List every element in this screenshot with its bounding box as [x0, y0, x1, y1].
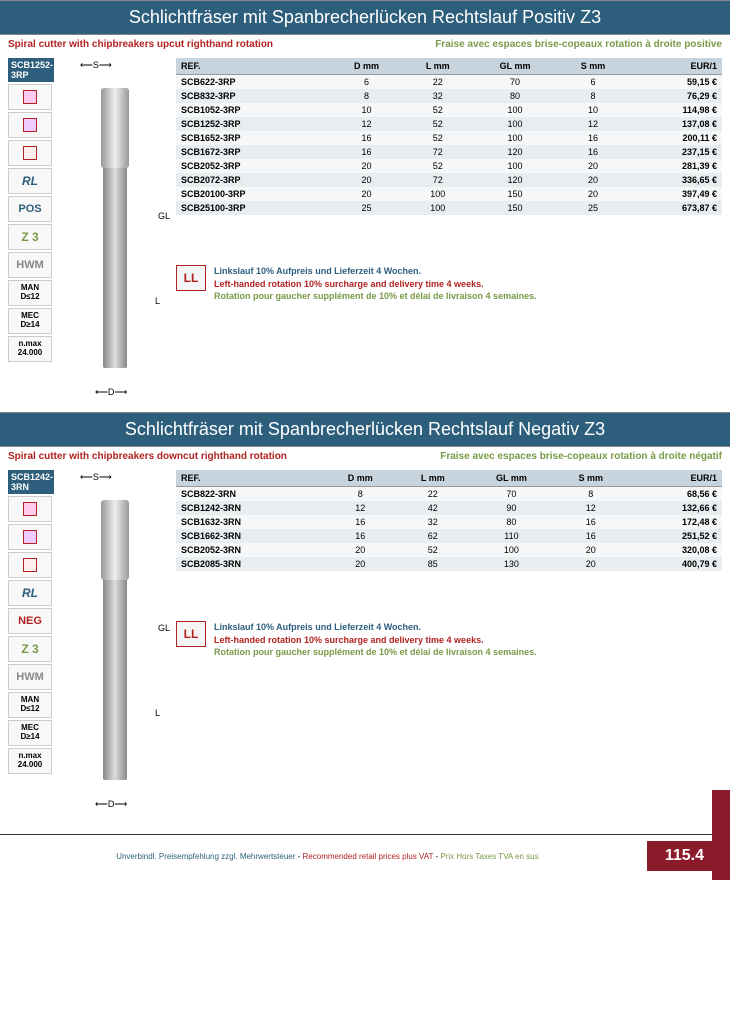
note-box: LL Linkslauf 10% Aufpreis und Lieferzeit…	[176, 265, 722, 303]
side-tab	[712, 790, 730, 880]
note-en: Left-handed rotation 10% surcharge and d…	[214, 634, 537, 647]
table-header: GL mm	[473, 58, 558, 75]
z3-badge: Z 3	[8, 636, 52, 662]
icon-column: SCB1242-3RN RL NEG Z 3 HWM MAN D≤12 MEC …	[8, 470, 54, 810]
table-row: SCB2072-3RP207212020336,65 €	[176, 173, 722, 187]
main-content: REF.D mmL mmGL mmS mmEUR/1 SCB822-3RN822…	[176, 470, 722, 810]
note-fr: Rotation pour gaucher supplément de 10% …	[214, 290, 537, 303]
mec-badge: MEC D≥14	[8, 308, 52, 334]
dim-d-label: ⟵D⟶	[95, 387, 127, 398]
subtitle-fr: Fraise avec espaces brise-copeaux rotati…	[440, 451, 722, 462]
price-table-2: REF.D mmL mmGL mmS mmEUR/1 SCB822-3RN822…	[176, 470, 722, 571]
ll-badge: LL	[176, 621, 206, 647]
table-row: SCB1242-3RN12429012132,66 €	[176, 501, 722, 515]
page-number: 115.4	[647, 841, 722, 871]
material-icon-3	[8, 552, 52, 578]
table-row: SCB832-3RP83280876,29 €	[176, 89, 722, 103]
page-footer: Unverbindl. Preisempfehlung zzgl. Mehrwe…	[0, 834, 730, 877]
nmax-badge: n.max 24.000	[8, 336, 52, 362]
table-header: EUR/1	[627, 470, 722, 487]
footer-de: Unverbindl. Preisempfehlung zzgl. Mehrwe…	[116, 852, 295, 861]
footer-fr: Prix Hors Taxes TVA en sus	[440, 852, 538, 861]
table-row: SCB1632-3RN16328016172,48 €	[176, 515, 722, 529]
table-header: REF.	[176, 58, 330, 75]
table-header: S mm	[554, 470, 627, 487]
note-fr: Rotation pour gaucher supplément de 10% …	[214, 646, 537, 659]
icon-column: SCB1252-3RP RL POS Z 3 HWM MAN D≤12 MEC …	[8, 58, 54, 398]
table-row: SCB622-3RP62270659,15 €	[176, 75, 722, 90]
subheading: Spiral cutter with chipbreakers upcut ri…	[0, 35, 730, 54]
product-code: SCB1252-3RP	[8, 58, 54, 82]
note-box: LL Linkslauf 10% Aufpreis und Lieferzeit…	[176, 621, 722, 659]
rotation-badge: RL	[8, 168, 52, 194]
cutter-icon	[103, 500, 127, 780]
table-header: REF.	[176, 470, 323, 487]
dim-gl-label: GL	[158, 623, 170, 633]
material-icon-2	[8, 524, 52, 550]
main-content: REF.D mmL mmGL mmS mmEUR/1 SCB622-3RP622…	[176, 58, 722, 398]
material-icon-2	[8, 112, 52, 138]
note-en: Left-handed rotation 10% surcharge and d…	[214, 278, 537, 291]
dim-d-label: ⟵D⟶	[95, 799, 127, 810]
dim-s-label: ⟵S⟶	[80, 60, 112, 71]
table-row: SCB1052-3RP105210010114,98 €	[176, 103, 722, 117]
table-row: SCB1652-3RP165210016200,11 €	[176, 131, 722, 145]
table-row: SCB20100-3RP2010015020397,49 €	[176, 187, 722, 201]
table-header: L mm	[397, 470, 468, 487]
man-badge: MAN D≤12	[8, 280, 52, 306]
material-icon-3	[8, 140, 52, 166]
dim-s-label: ⟵S⟶	[80, 472, 112, 483]
table-row: SCB822-3RN82270868,56 €	[176, 487, 722, 502]
subheading: Spiral cutter with chipbreakers downcut …	[0, 447, 730, 466]
table-row: SCB1662-3RN166211016251,52 €	[176, 529, 722, 543]
price-table-1: REF.D mmL mmGL mmS mmEUR/1 SCB622-3RP622…	[176, 58, 722, 215]
table-header: S mm	[557, 58, 628, 75]
dim-l-label: L	[155, 296, 160, 306]
dim-gl-label: GL	[158, 211, 170, 221]
cutter-diagram: ⟵S⟶ GL L ⟵D⟶	[60, 58, 170, 398]
table-header: D mm	[323, 470, 397, 487]
cutter-icon	[103, 88, 127, 368]
section-title: Schlichtfräser mit Spanbrecherlücken Rec…	[0, 0, 730, 35]
mec-badge: MEC D≥14	[8, 720, 52, 746]
note-de: Linkslauf 10% Aufpreis und Lieferzeit 4 …	[214, 265, 537, 278]
table-row: SCB2085-3RN208513020400,79 €	[176, 557, 722, 571]
note-de: Linkslauf 10% Aufpreis und Lieferzeit 4 …	[214, 621, 537, 634]
hwm-badge: HWM	[8, 664, 52, 690]
pos-badge: POS	[8, 196, 52, 222]
material-icon-1	[8, 496, 52, 522]
table-header: L mm	[403, 58, 473, 75]
dim-l-label: L	[155, 708, 160, 718]
table-row: SCB1252-3RP125210012137,08 €	[176, 117, 722, 131]
material-icon-1	[8, 84, 52, 110]
table-header: D mm	[330, 58, 402, 75]
table-header: EUR/1	[629, 58, 722, 75]
hwm-badge: HWM	[8, 252, 52, 278]
footer-en: Recommended retail prices plus VAT	[303, 852, 434, 861]
section-positiv: Schlichtfräser mit Spanbrecherlücken Rec…	[0, 0, 730, 402]
nmax-badge: n.max 24.000	[8, 748, 52, 774]
man-badge: MAN D≤12	[8, 692, 52, 718]
cutter-diagram: ⟵S⟶ GL L ⟵D⟶	[60, 470, 170, 810]
rotation-badge: RL	[8, 580, 52, 606]
table-header: GL mm	[468, 470, 554, 487]
table-row: SCB2052-3RN205210020320,08 €	[176, 543, 722, 557]
table-row: SCB2052-3RP205210020281,39 €	[176, 159, 722, 173]
z3-badge: Z 3	[8, 224, 52, 250]
neg-badge: NEG	[8, 608, 52, 634]
ll-badge: LL	[176, 265, 206, 291]
table-row: SCB25100-3RP2510015025673,87 €	[176, 201, 722, 215]
subtitle-en: Spiral cutter with chipbreakers downcut …	[8, 451, 287, 462]
section-title: Schlichtfräser mit Spanbrecherlücken Rec…	[0, 412, 730, 447]
section-negativ: Schlichtfräser mit Spanbrecherlücken Rec…	[0, 412, 730, 814]
product-code: SCB1242-3RN	[8, 470, 54, 494]
subtitle-en: Spiral cutter with chipbreakers upcut ri…	[8, 39, 273, 50]
subtitle-fr: Fraise avec espaces brise-copeaux rotati…	[435, 39, 722, 50]
table-row: SCB1672-3RP167212016237,15 €	[176, 145, 722, 159]
